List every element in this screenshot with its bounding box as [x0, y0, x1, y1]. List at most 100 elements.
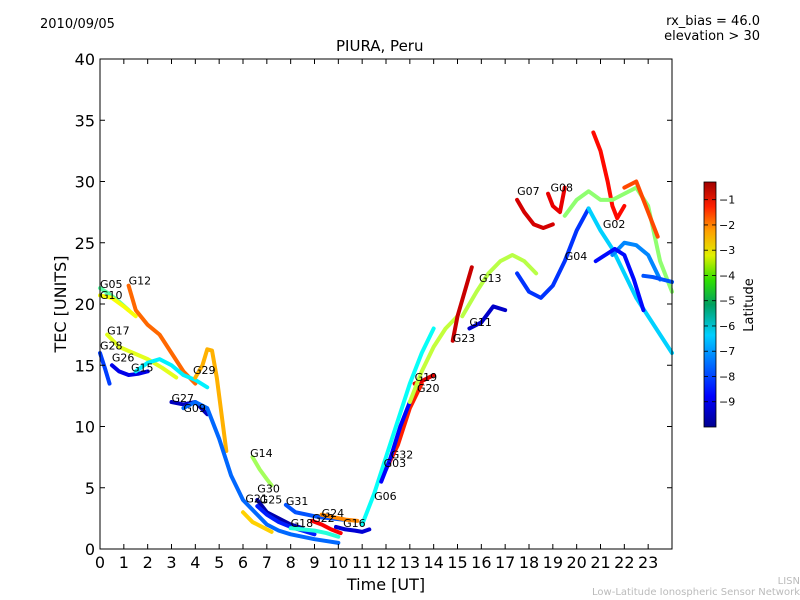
x-tick-label: 23	[638, 553, 658, 572]
series-G04	[515, 206, 591, 300]
series-G10	[98, 293, 138, 319]
colorbar-tick-label: −2	[719, 219, 735, 232]
x-tick-label: 7	[262, 553, 272, 572]
x-axis-label: Time [UT]	[346, 575, 425, 594]
x-tick-label: 9	[309, 553, 319, 572]
series-G23	[450, 265, 474, 343]
sat-label-G16: G16	[343, 517, 366, 530]
sat-label-G28: G28	[100, 339, 123, 352]
x-tick-label: 15	[447, 553, 467, 572]
series-G37	[641, 273, 674, 284]
rx-bias-label: rx_bias = 46.0	[666, 14, 760, 29]
series-G03	[379, 400, 412, 484]
sat-label-G18: G18	[291, 517, 314, 530]
x-tick-label: 0	[95, 553, 105, 572]
sat-label-G32: G32	[391, 448, 414, 461]
sat-label-G31: G31	[286, 495, 309, 508]
x-tick-label: 12	[376, 553, 396, 572]
series-G36	[593, 246, 646, 313]
sat-label-G14: G14	[250, 447, 273, 460]
series-G35	[610, 240, 663, 282]
elevation-label: elevation > 30	[664, 29, 760, 44]
sat-label-G05: G05	[100, 278, 123, 291]
date-label: 2010/09/05	[40, 17, 115, 32]
series-G33	[562, 185, 674, 294]
x-tick-label: 13	[400, 553, 420, 572]
x-tick-label: 17	[495, 553, 515, 572]
x-tick-label: 21	[590, 553, 610, 572]
sat-label-G04: G04	[565, 250, 588, 263]
x-tick-label: 2	[143, 553, 153, 572]
series-G17	[105, 332, 179, 380]
series-G14	[250, 455, 274, 488]
plot-frame	[99, 58, 673, 550]
series-G01	[591, 130, 627, 221]
y-tick-label: 40	[75, 50, 95, 69]
series-G29	[193, 347, 229, 453]
colorbar-tick-label: −6	[719, 320, 735, 333]
series-G12	[126, 283, 198, 386]
x-tick-label: 14	[423, 553, 443, 572]
sat-label-G19: G19	[415, 371, 438, 384]
x-tick-label: 16	[471, 553, 491, 572]
sat-label-G24: G24	[322, 507, 345, 520]
y-axis-label: TEC [UNITS]	[51, 256, 70, 354]
sat-label-G23: G23	[453, 332, 476, 345]
sat-label-G30: G30	[257, 483, 280, 496]
x-tick-label: 11	[352, 553, 372, 572]
colorbar	[703, 181, 717, 428]
series-G20	[407, 314, 460, 404]
colorbar-tick-label: −8	[719, 370, 735, 383]
y-tick-label: 10	[75, 418, 95, 437]
sat-label-G02: G02	[603, 218, 626, 231]
series-G11	[467, 304, 508, 331]
x-tick-label: 4	[190, 553, 200, 572]
footer-lisn: LISN	[777, 576, 800, 587]
sat-label-G12: G12	[129, 274, 152, 287]
sat-label-G27: G27	[172, 392, 195, 405]
colorbar-tick-label: −3	[719, 244, 735, 257]
sat-label-G03: G03	[384, 457, 407, 470]
x-tick-label: 10	[328, 553, 348, 572]
series-G08	[546, 185, 567, 215]
sat-label-G20: G20	[417, 382, 440, 395]
y-tick-label: 30	[75, 173, 95, 192]
sat-label-G15: G15	[131, 361, 154, 374]
y-tick-label: 20	[75, 295, 95, 314]
series-G16	[333, 524, 372, 534]
series-G26	[109, 363, 150, 378]
sat-label-G09: G09	[183, 402, 206, 415]
series-G18	[288, 526, 341, 539]
x-tick-label: 22	[614, 553, 634, 572]
y-tick-label: 25	[75, 234, 95, 253]
chart-title: PIURA, Peru	[336, 37, 424, 55]
sat-label-G11: G11	[469, 316, 492, 329]
sat-label-G08: G08	[550, 181, 573, 194]
y-tick-label: 35	[75, 111, 95, 130]
colorbar-tick-label: −7	[719, 345, 735, 358]
footer-network: Low-Latitude Ionospheric Sensor Network	[592, 587, 800, 598]
x-tick-label: 1	[119, 553, 129, 572]
colorbar-tick-label: −5	[719, 295, 735, 308]
series-G34	[622, 179, 660, 239]
colorbar-tick-label: −1	[719, 194, 735, 207]
x-tick-label: 20	[566, 553, 586, 572]
series-G13	[460, 253, 539, 319]
y-tick-label: 5	[85, 479, 95, 498]
x-tick-label: 3	[166, 553, 176, 572]
x-tick-label: 6	[238, 553, 248, 572]
series-G28	[98, 351, 112, 386]
series-G24	[319, 512, 360, 523]
series-G09	[181, 400, 341, 545]
colorbar-tick-label: −4	[719, 269, 735, 282]
sat-label-G10: G10	[100, 289, 123, 302]
series-G15	[133, 357, 210, 390]
series-G02	[586, 206, 674, 355]
colorbar-label: Latitude	[742, 278, 757, 332]
series-G22	[310, 518, 343, 536]
y-tick-label: 0	[85, 540, 95, 559]
series-G06	[360, 326, 436, 527]
sat-label-G17: G17	[107, 325, 130, 338]
x-tick-label: 18	[519, 553, 539, 572]
